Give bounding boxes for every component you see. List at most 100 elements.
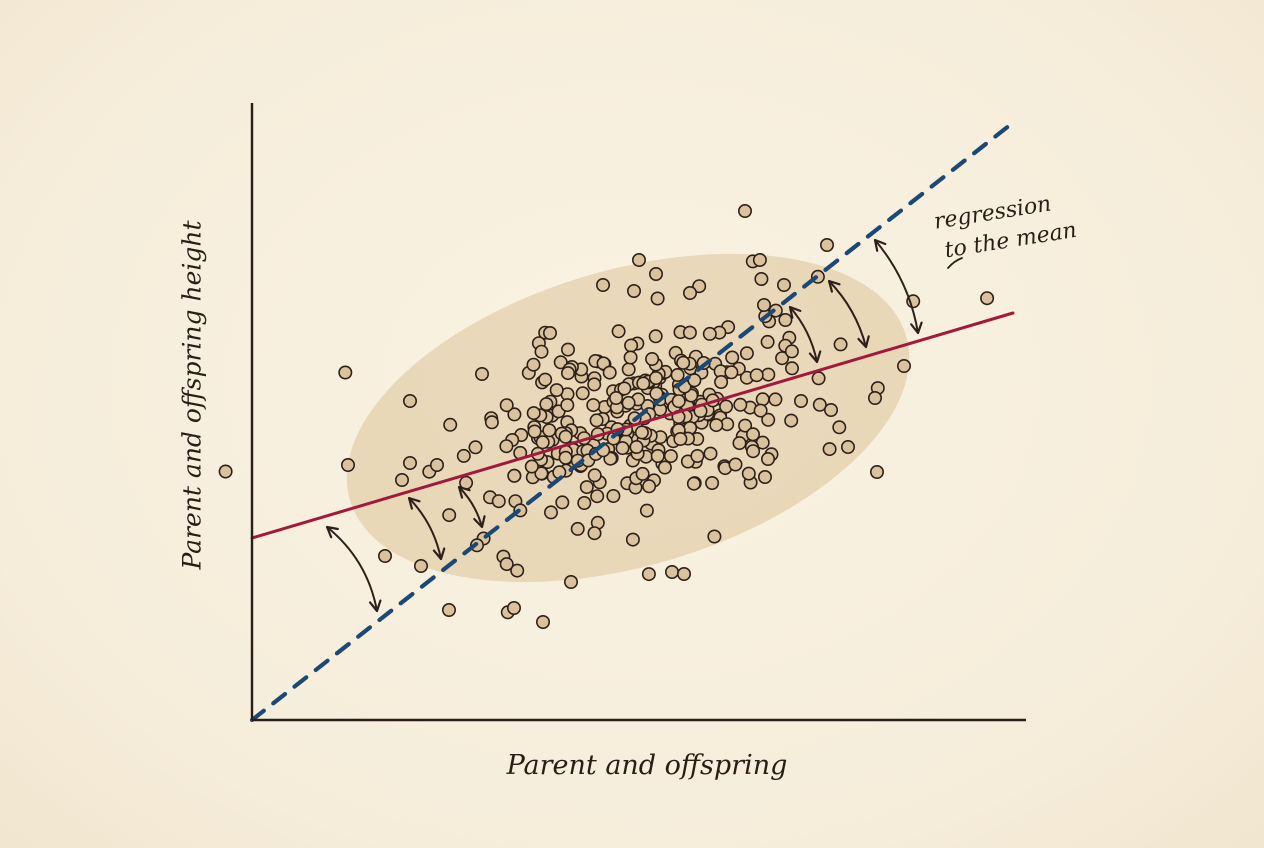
- data-point: [741, 466, 756, 481]
- data-point: [756, 297, 771, 312]
- data-point: [595, 277, 610, 292]
- data-point: [456, 448, 471, 463]
- data-point: [468, 440, 483, 455]
- data-point: [499, 439, 514, 454]
- data-point: [686, 476, 701, 491]
- data-point: [778, 312, 793, 327]
- data-point: [542, 325, 557, 340]
- data-point: [737, 204, 752, 219]
- x-axis-label: Parent and offspring: [0, 750, 1264, 781]
- data-point: [602, 365, 617, 380]
- data-point: [757, 469, 772, 484]
- data-point: [507, 407, 522, 422]
- data-point: [553, 355, 568, 370]
- data-point: [558, 450, 573, 465]
- data-point: [507, 468, 522, 483]
- data-point: [338, 365, 353, 380]
- data-point: [218, 464, 233, 479]
- arrow-heads: [407, 496, 446, 561]
- data-point: [474, 366, 489, 381]
- data-point: [784, 344, 799, 359]
- double-headed-arrow: [873, 238, 923, 335]
- data-point: [484, 415, 499, 430]
- data-point: [639, 503, 654, 518]
- data-point: [690, 448, 705, 463]
- data-point: [746, 444, 761, 459]
- data-point: [682, 285, 697, 300]
- data-point: [648, 266, 663, 281]
- data-point: [625, 532, 640, 547]
- annotation-leader-mark: [947, 257, 963, 269]
- data-point: [840, 439, 855, 454]
- data-point: [749, 368, 764, 383]
- data-point: [402, 455, 417, 470]
- data-point: [377, 548, 392, 563]
- data-point: [560, 342, 575, 357]
- data-point: [626, 283, 641, 298]
- data-point: [719, 399, 734, 414]
- data-point: [624, 338, 639, 353]
- data-point: [413, 558, 428, 573]
- data-point: [429, 457, 444, 472]
- data-point: [709, 418, 724, 433]
- data-point: [980, 291, 995, 306]
- data-point: [441, 602, 456, 617]
- double-headed-arrow: [325, 525, 382, 613]
- data-point: [823, 402, 838, 417]
- data-point: [869, 464, 884, 479]
- data-point: [587, 468, 602, 483]
- arrow-heads: [325, 525, 382, 613]
- data-point: [768, 392, 783, 407]
- data-point: [526, 406, 541, 421]
- data-point: [692, 279, 707, 294]
- data-point: [542, 423, 557, 438]
- data-point: [645, 351, 660, 366]
- data-point: [676, 355, 691, 370]
- data-point: [648, 370, 663, 385]
- data-point: [833, 337, 848, 352]
- data-point: [499, 398, 514, 413]
- y-axis-label: Parent and offspring height: [177, 220, 207, 570]
- data-point: [539, 397, 554, 412]
- data-point: [499, 557, 514, 572]
- x-axis-label-text: Parent and offspring: [506, 750, 788, 781]
- data-point: [811, 371, 826, 386]
- data-point: [648, 329, 663, 344]
- data-point: [579, 480, 594, 495]
- data-point: [560, 398, 575, 413]
- data-point: [738, 418, 753, 433]
- double-headed-arrow: [407, 496, 446, 561]
- data-point: [705, 475, 720, 490]
- data-point: [754, 271, 769, 286]
- data-point: [702, 326, 717, 341]
- arrow-heads: [457, 485, 486, 529]
- data-point: [543, 505, 558, 520]
- data-point: [402, 393, 417, 408]
- data-point: [784, 361, 799, 376]
- data-point: [587, 526, 602, 541]
- data-point: [775, 351, 790, 366]
- arrow-shaft: [458, 486, 483, 528]
- trend-lines: [249, 122, 1015, 723]
- data-point: [340, 457, 355, 472]
- data-point: [703, 446, 718, 461]
- data-point: [725, 350, 740, 365]
- data-point: [682, 325, 697, 340]
- data-point: [611, 324, 626, 339]
- data-point: [549, 383, 564, 398]
- data-point: [649, 386, 664, 401]
- arrow-shaft: [789, 306, 818, 363]
- data-point: [650, 291, 665, 306]
- data-point: [745, 427, 760, 442]
- data-point: [635, 466, 650, 481]
- data-point: [761, 367, 776, 382]
- data-point: [760, 334, 775, 349]
- data-point: [776, 277, 791, 292]
- data-point: [526, 357, 541, 372]
- arrow-heads: [827, 279, 870, 349]
- data-point: [673, 431, 688, 446]
- data-point: [563, 574, 578, 589]
- data-point: [739, 346, 754, 361]
- data-point: [867, 390, 882, 405]
